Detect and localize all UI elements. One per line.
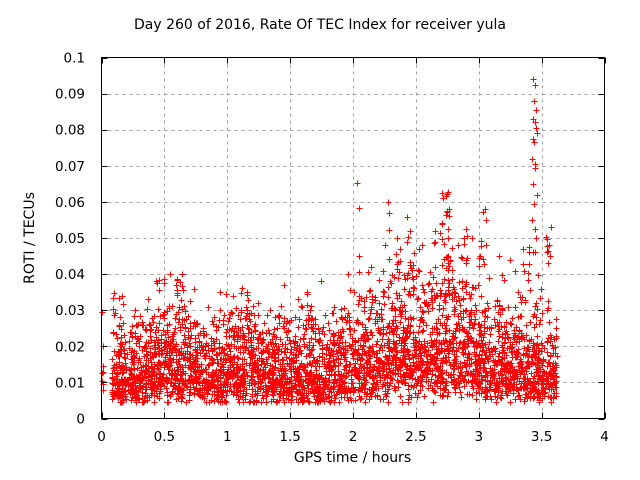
- x-tick-label: 3.5: [531, 429, 552, 445]
- y-axis-label: ROTI / TECUs: [22, 192, 38, 284]
- chart-title: Day 260 of 2016, Rate Of TEC Index for r…: [134, 17, 506, 33]
- y-tick-label: 0.06: [55, 195, 85, 211]
- y-tick-label: 0.01: [55, 375, 85, 391]
- y-tick-label: 0.08: [55, 123, 85, 139]
- x-axis-label: GPS time / hours: [293, 450, 412, 466]
- x-tick-label: 0.5: [154, 429, 175, 445]
- y-tick-label: 0.07: [55, 159, 85, 175]
- x-tick-label: 1.5: [279, 429, 300, 445]
- y-tick-label: 0: [76, 412, 85, 428]
- x-tick-label: 2: [349, 429, 358, 445]
- data-points: [99, 76, 561, 406]
- axis-ticks: [101, 57, 606, 420]
- x-tick-label: 0: [97, 429, 106, 445]
- y-tick-label: 0.09: [55, 87, 85, 103]
- y-tick-label: 0.05: [55, 231, 85, 247]
- x-tick-label: 4: [600, 429, 609, 445]
- x-tick-label: 1: [223, 429, 232, 445]
- x-tick-label: 3: [474, 429, 483, 445]
- x-tick-label: 2.5: [405, 429, 426, 445]
- y-tick-label: 0.03: [55, 303, 85, 319]
- plot-frame: [101, 57, 605, 419]
- y-tick-label: 0.02: [55, 339, 85, 355]
- y-tick-label: 0.1: [64, 51, 85, 67]
- y-tick-label: 0.04: [55, 267, 85, 283]
